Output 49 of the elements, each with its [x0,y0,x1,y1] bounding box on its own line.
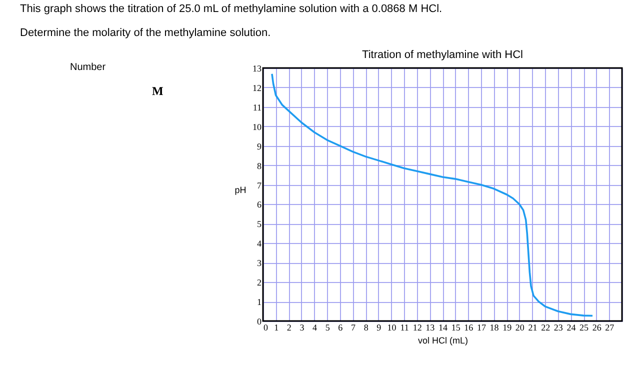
x-tick-label: 25 [580,322,590,332]
y-tick-label: 7 [257,180,262,190]
x-tick-label: 6 [338,322,344,332]
x-tick-label: 15 [451,322,461,332]
x-tick-label: 14 [438,322,448,332]
x-tick-label: 9 [376,322,382,332]
y-tick-label: 4 [257,238,262,249]
x-tick-label: 22 [541,322,550,332]
y-tick-label: 10 [252,122,262,132]
x-tick-label: 12 [412,322,422,332]
x-tick-label: 5 [325,322,330,332]
x-tick-label: 2 [286,322,292,332]
x-tick-label: 8 [364,322,369,332]
x-tick-label: 24 [566,322,576,332]
x-tick-label: 0 [264,322,268,332]
x-tick-label: 23 [554,322,564,332]
text: M [152,84,164,98]
y-tick-label: 9 [257,141,262,152]
y-axis-title: pH [234,185,246,195]
y-tick-label: 11 [252,102,262,112]
x-tick-label: 10 [387,322,397,332]
y-tick-label: 1 [257,297,262,308]
x-tick-label: 18 [490,322,500,332]
x-tick-label: 19 [502,322,512,332]
text: This graph shows the titration of 25.0 mL of methylamine solution with a 0.0868 M HCl. [20,3,442,15]
x-tick-label: 11 [400,322,409,332]
x-tick-label: 13 [426,322,436,332]
chart-title: Titration of methylamine with HCl [362,49,523,61]
y-tick-label: 8 [257,160,262,171]
y-tick-label: 2 [257,278,262,288]
x-tick-label: 27 [605,322,615,332]
x-tick-label: 20 [515,322,525,332]
x-tick-label: 7 [351,322,356,332]
x-tick-label: 21 [528,322,538,332]
y-tick-label: 13 [252,64,262,74]
text: Determine the molarity of the methylamine solution. [20,27,271,39]
y-tick-label: 6 [257,200,262,210]
x-tick-label: 26 [592,322,602,332]
x-tick-label: 1 [274,322,279,332]
y-tick-label: 3 [257,258,262,268]
x-axis-title: vol HCl (mL) [418,336,468,346]
x-tick-label: 17 [476,322,486,332]
text: Number [70,62,106,73]
y-tick-label: 5 [257,219,262,230]
y-tick-label: 12 [252,82,262,93]
x-tick-label: 4 [312,322,318,332]
x-tick-label: 3 [300,322,305,332]
line-series [271,72,594,317]
x-tick-label: 16 [464,322,474,332]
